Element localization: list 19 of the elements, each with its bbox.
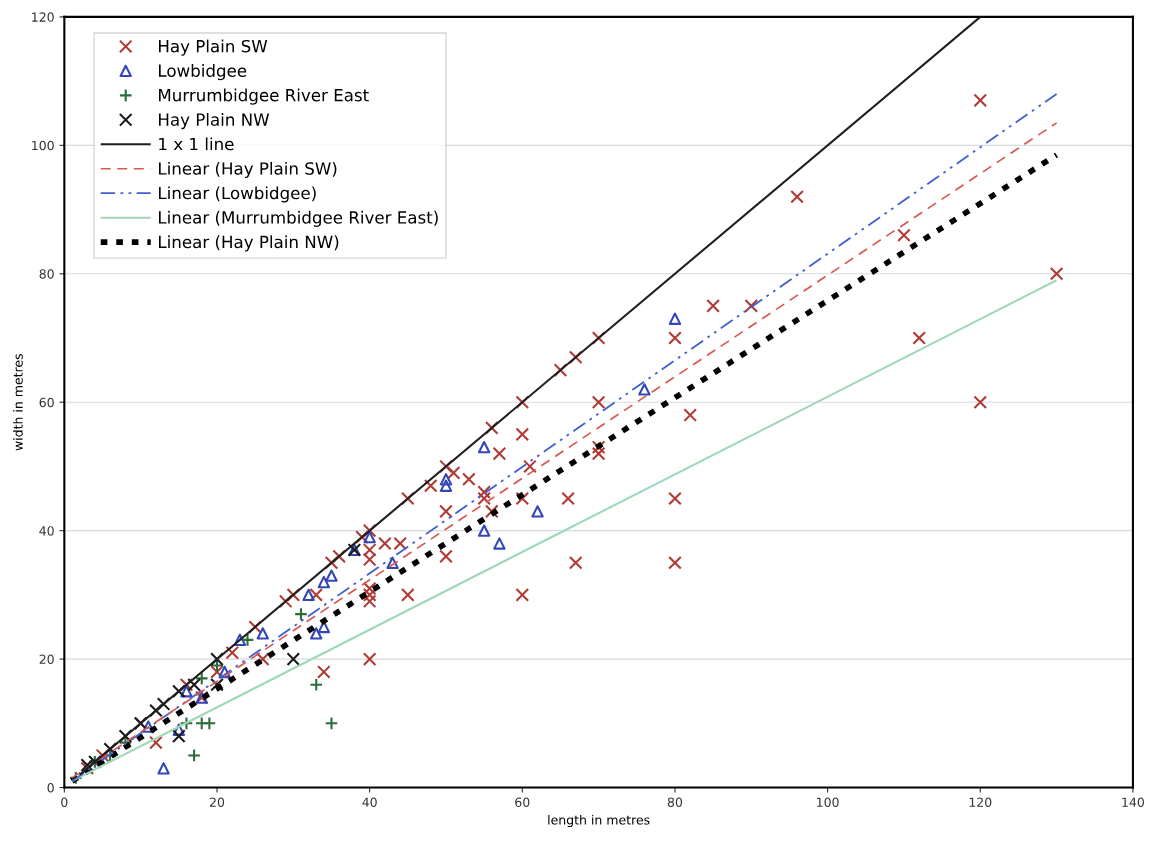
y-axis-title: width in metres — [13, 354, 23, 451]
x-tick-label: 40 — [362, 797, 377, 807]
y-tick-label: 20 — [39, 654, 54, 665]
x-tick-label: 100 — [817, 797, 839, 807]
legend-label: Lowbidgee — [159, 64, 247, 81]
legend-label: Hay Plain SW — [159, 39, 268, 56]
y-tick-label: 40 — [39, 526, 54, 536]
x-tick-label: 20 — [209, 797, 225, 807]
y-tick-label: 60 — [39, 397, 54, 408]
x-tick-label: 0 — [61, 797, 68, 807]
x-tick-label: 60 — [515, 797, 530, 807]
x-tick-label: 140 — [1122, 797, 1145, 807]
x-tick-label: 80 — [667, 797, 683, 807]
y-tick-label: 80 — [39, 269, 54, 279]
x-tick-label: 120 — [969, 797, 992, 807]
y-tick-label: 120 — [32, 12, 54, 22]
x-axis-title: length in metres — [548, 814, 650, 828]
y-tick-label: 100 — [32, 140, 54, 151]
y-tick-label: 0 — [47, 783, 54, 793]
